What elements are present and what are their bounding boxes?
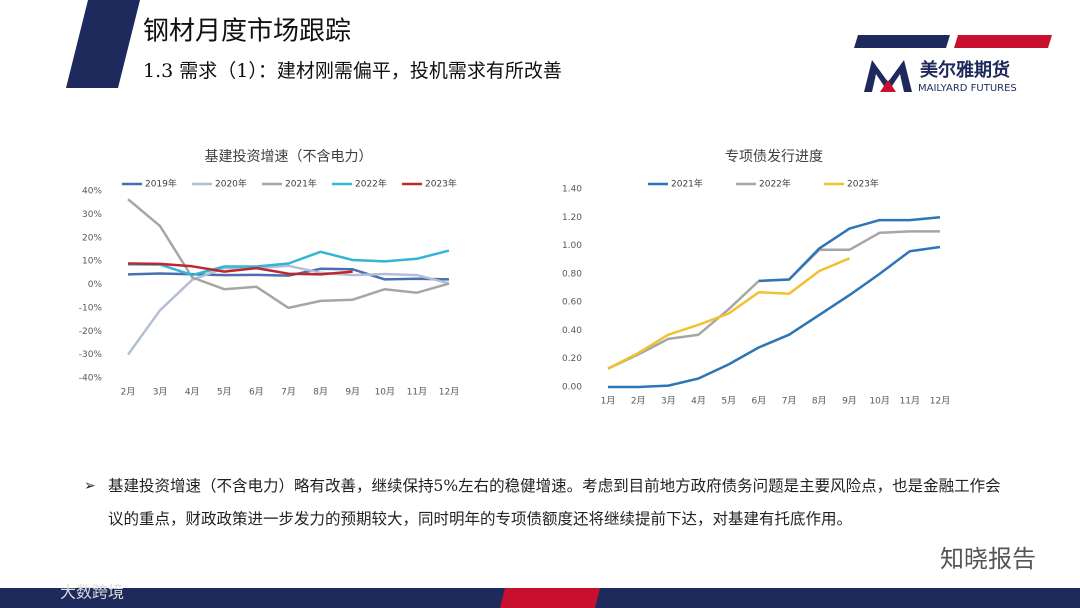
y-tick-label: -30% bbox=[79, 350, 103, 360]
series-line bbox=[758, 216, 941, 283]
x-tick-label: 6月 bbox=[752, 396, 767, 407]
series-line bbox=[607, 257, 850, 370]
y-tick-label: 1.20 bbox=[562, 213, 582, 223]
x-tick-label: 10月 bbox=[375, 387, 395, 398]
x-tick-label: 9月 bbox=[345, 387, 360, 398]
watermark: 知晓报告 bbox=[940, 545, 1036, 573]
series-line bbox=[608, 245, 941, 389]
y-tick-label: 20% bbox=[82, 233, 102, 243]
legend-label: 2022年 bbox=[759, 178, 791, 190]
y-tick-label: -40% bbox=[79, 374, 103, 384]
y-tick-label: 0% bbox=[88, 280, 103, 290]
y-tick-label: 40% bbox=[82, 187, 102, 197]
x-tick-label: 1月 bbox=[601, 396, 616, 407]
series-line bbox=[126, 264, 450, 356]
x-tick-label: 5月 bbox=[217, 387, 232, 398]
y-tick-label: 10% bbox=[82, 257, 102, 267]
x-tick-label: 5月 bbox=[721, 396, 736, 407]
legend-label: 2021年 bbox=[285, 178, 317, 190]
x-tick-label: 2月 bbox=[631, 396, 646, 407]
x-tick-label: 7月 bbox=[782, 396, 797, 407]
logo-name: 美尔雅期货 bbox=[920, 59, 1010, 81]
x-tick-label: 4月 bbox=[185, 387, 200, 398]
y-tick-label: -10% bbox=[79, 303, 103, 313]
y-tick-label: 30% bbox=[82, 210, 102, 220]
y-tick-label: 0.00 bbox=[562, 383, 582, 393]
y-tick-label: 0.80 bbox=[562, 269, 582, 279]
x-tick-label: 12月 bbox=[930, 396, 950, 407]
page-title: 钢材月度市场跟踪 bbox=[143, 17, 351, 47]
legend-label: 2023年 bbox=[847, 178, 879, 190]
series-line bbox=[127, 249, 450, 277]
x-tick-label: 4月 bbox=[691, 396, 706, 407]
y-tick-label: 1.00 bbox=[562, 241, 582, 251]
x-tick-label: 11月 bbox=[900, 396, 920, 407]
x-tick-label: 3月 bbox=[153, 387, 168, 398]
chart-title: 专项债发行进度 bbox=[725, 149, 823, 165]
legend-label: 2019年 bbox=[145, 178, 177, 190]
x-tick-label: 6月 bbox=[249, 387, 264, 398]
logo-bar bbox=[854, 35, 950, 48]
series-line bbox=[127, 198, 450, 310]
x-tick-label: 9月 bbox=[842, 396, 857, 407]
x-tick-label: 2月 bbox=[121, 387, 136, 398]
page-subtitle: 1.3 需求（1）：建材刚需偏平，投机需求有所改善 bbox=[143, 60, 562, 82]
y-tick-label: 0.20 bbox=[562, 354, 582, 364]
watermark: 大数跨境 bbox=[60, 583, 124, 602]
bullet-text: 基建投资增速（不含电力）略有改善，继续保持5%左右的稳健增速。考虑到目前地方政府… bbox=[108, 477, 1001, 528]
y-tick-label: 0.40 bbox=[562, 326, 582, 336]
y-tick-label: -20% bbox=[79, 327, 103, 337]
y-tick-label: 1.40 bbox=[562, 185, 582, 195]
logo-mark bbox=[864, 60, 912, 92]
logo-english: MAILYARD FUTURES bbox=[918, 83, 1017, 94]
x-tick-label: 8月 bbox=[313, 387, 328, 398]
series-line bbox=[127, 267, 450, 281]
x-tick-label: 7月 bbox=[281, 387, 296, 398]
legend-label: 2023年 bbox=[425, 178, 457, 190]
x-tick-label: 10月 bbox=[869, 396, 889, 407]
bullet-marker: ➢ bbox=[84, 478, 96, 494]
x-tick-label: 12月 bbox=[439, 387, 459, 398]
x-tick-label: 11月 bbox=[407, 387, 427, 398]
legend-label: 2020年 bbox=[215, 178, 247, 190]
legend-label: 2022年 bbox=[355, 178, 387, 190]
x-tick-label: 3月 bbox=[661, 396, 676, 407]
logo-bar bbox=[954, 35, 1052, 48]
y-tick-label: 0.60 bbox=[562, 298, 582, 308]
chart-title: 基建投资增速（不含电力） bbox=[205, 148, 373, 165]
header-accent bbox=[66, 0, 140, 88]
series-line bbox=[127, 262, 353, 276]
x-tick-label: 8月 bbox=[812, 396, 827, 407]
legend-label: 2021年 bbox=[671, 178, 703, 190]
footer-accent bbox=[500, 588, 600, 608]
series-line bbox=[607, 230, 940, 370]
